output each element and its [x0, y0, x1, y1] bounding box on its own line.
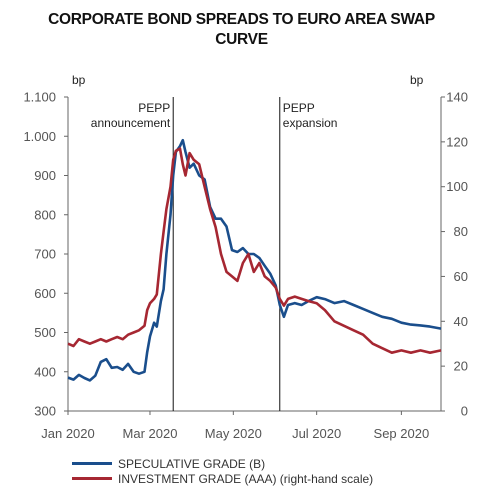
left-axis-unit: bp — [72, 73, 86, 87]
legend-swatch-investment — [72, 477, 112, 480]
left-tick-label: 300 — [34, 404, 56, 419]
right-tick-label: 120 — [446, 134, 468, 149]
chart-title-line1: CORPORATE BOND SPREADS TO EURO AREA SWAP — [48, 11, 435, 28]
series-line-speculative — [67, 138, 442, 382]
x-tick-label: Mar 2020 — [123, 426, 178, 441]
right-tick-label: 60 — [454, 269, 468, 284]
chart-title: CORPORATE BOND SPREADS TO EURO AREA SWAP… — [0, 10, 483, 50]
right-axis-unit: bp — [410, 73, 424, 87]
event-label-line2: announcement — [91, 116, 171, 130]
right-tick-label: 140 — [446, 90, 468, 105]
x-tick-label: Sep 2020 — [374, 426, 430, 441]
right-tick-label: 80 — [454, 224, 468, 239]
left-tick-label: 1.100 — [23, 90, 56, 105]
x-tick-label: May 2020 — [205, 426, 262, 441]
left-tick-label: 1.000 — [23, 129, 56, 144]
legend-item-speculative: SPECULATIVE GRADE (B) — [72, 456, 373, 471]
left-tick-label: 800 — [34, 207, 56, 222]
event-label-line1: PEPP — [283, 101, 315, 115]
x-tick-label: Jul 2020 — [292, 426, 341, 441]
x-tick-label: Jan 2020 — [41, 426, 95, 441]
legend-item-investment: INVESTMENT GRADE (AAA) (right-hand scale… — [72, 471, 373, 486]
right-tick-label: 20 — [454, 359, 468, 374]
left-tick-label: 500 — [34, 325, 56, 340]
event-label-line1: PEPP — [138, 101, 170, 115]
right-tick-label: 100 — [446, 179, 468, 194]
axes: 300 400 500 600 700 800 900 1.000 1.100 0 20 40 60 80… — [23, 90, 468, 442]
legend-swatch-speculative — [72, 462, 112, 465]
event-label-line2: expansion — [283, 116, 338, 130]
series-lines — [67, 138, 442, 382]
left-tick-label: 900 — [34, 168, 56, 183]
series-line-investment — [67, 147, 442, 354]
left-tick-label: 400 — [34, 364, 56, 379]
legend: SPECULATIVE GRADE (B) INVESTMENT GRADE (… — [72, 456, 373, 486]
right-tick-label: 0 — [461, 404, 468, 419]
legend-label-speculative: SPECULATIVE GRADE (B) — [118, 456, 266, 471]
left-tick-label: 700 — [34, 247, 56, 262]
chart-title-line2: CURVE — [215, 31, 268, 48]
right-tick-label: 40 — [454, 314, 468, 329]
legend-label-investment: INVESTMENT GRADE (AAA) (right-hand scale… — [118, 471, 374, 486]
left-tick-label: 600 — [34, 286, 56, 301]
